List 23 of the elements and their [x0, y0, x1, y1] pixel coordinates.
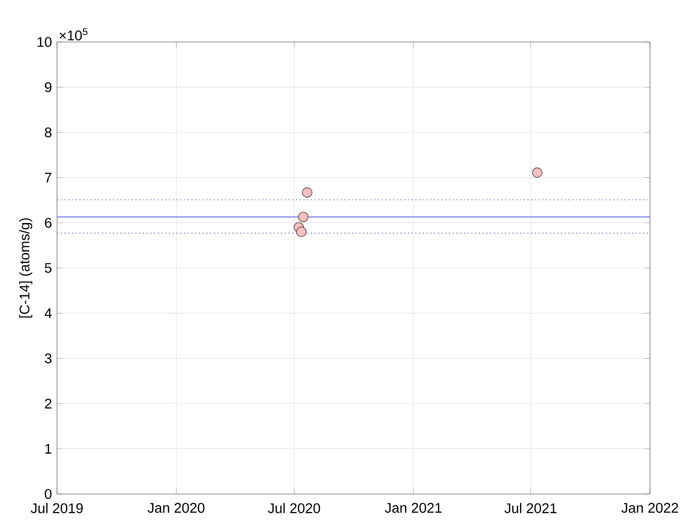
y-tick-label: 10 [38, 37, 52, 47]
point [532, 167, 542, 178]
y-tick-label: 3 [44, 353, 52, 364]
y-axis-title: [C-14] (atoms/g) [19, 218, 32, 318]
point [302, 187, 312, 198]
y-tick-label: 5 [44, 263, 52, 273]
text: ×10$^{5}$ [60, 28, 88, 40]
y-tick-label: 9 [44, 82, 52, 92]
y-tick-label: 4 [44, 308, 52, 318]
y-tick-label: 8 [44, 127, 52, 138]
x-tick-label: Jan 2020 [148, 502, 204, 513]
x-tick-label: Jul 2021 [504, 502, 556, 514]
x-tick-label: Jul 2020 [268, 502, 320, 514]
y-tick-label: 1 [45, 444, 52, 454]
x-tick-label: Jan 2021 [384, 502, 442, 513]
point [298, 212, 308, 222]
y-tick-label: 7 [44, 172, 52, 182]
y-tick-label: 6 [44, 218, 52, 228]
y-tick-label: 0 [44, 489, 52, 499]
y-tick-label: 2 [44, 398, 52, 408]
point [296, 226, 307, 238]
x-tick-label: Jul 2019 [30, 502, 83, 514]
x-tick-label: Jan 2022 [621, 502, 678, 513]
